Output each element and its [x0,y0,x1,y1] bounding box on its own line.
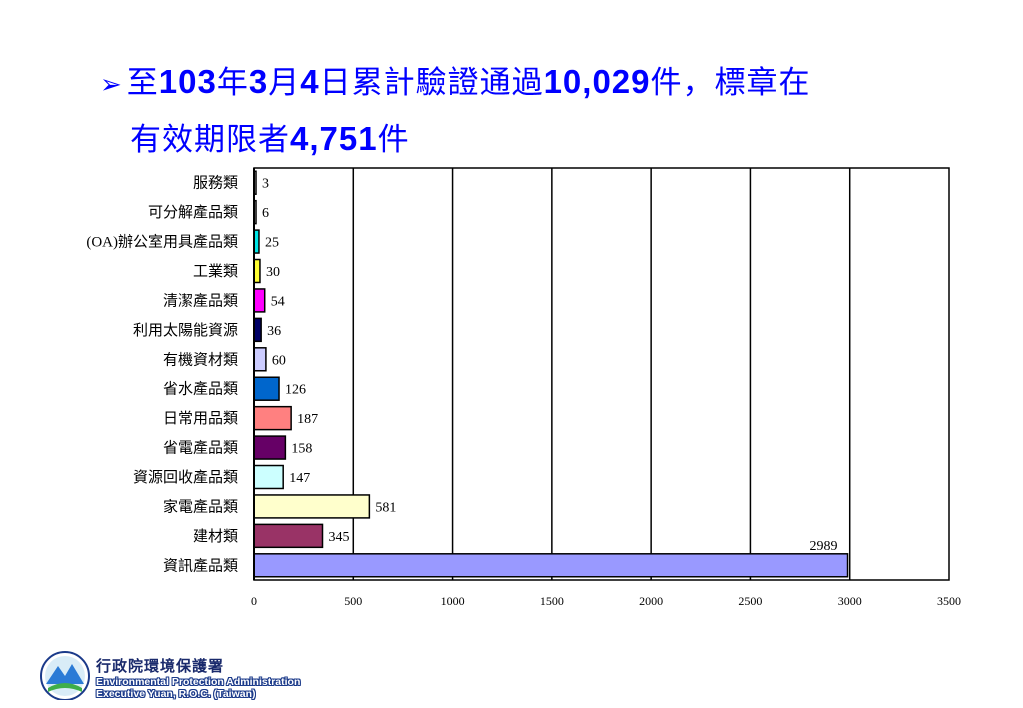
data-label: 30 [266,265,280,280]
category-label: 日常用品類 [163,410,238,427]
data-label: 581 [375,500,396,515]
x-tick-label: 3000 [838,594,862,608]
category-label: (OA)辦公室用具產品類 [86,234,238,251]
category-label: 省電產品類 [163,440,238,457]
headline-number-total: 10,029 [543,63,651,100]
x-tick-label: 2500 [738,594,762,608]
headline-number-month: 3 [248,63,269,100]
data-label: 54 [271,294,285,309]
category-label: 可分解產品類 [148,204,238,221]
bar [253,347,267,372]
headline-line-2: 有效期限者4,751件 [100,112,980,167]
bar [253,288,266,313]
x-tick-label: 500 [344,594,362,608]
bar [253,523,324,549]
headline-number-day: 4 [300,63,320,100]
headline-text-1: 至 [126,65,159,101]
bar [253,464,284,490]
data-label: 60 [272,353,286,368]
category-label: 利用太陽能資源 [133,322,238,339]
category-label: 服務類 [193,175,238,192]
headline-text-2: 年 [216,65,249,101]
x-tick-label: 2000 [639,594,663,608]
bar-chart: 3 服務類 6 可分解產品類 25 (OA)辦公室用具產品類 30 工業類 54 清潔產品類 36 利… [86,167,961,608]
x-tick-label: 1500 [540,594,564,608]
data-label: 345 [329,530,350,545]
x-tick-label: 0 [251,594,257,608]
x-tick-label: 1000 [441,594,465,608]
data-label: 158 [291,442,312,457]
headline-text-3: 月 [268,65,301,101]
agency-name-zh: 行政院環境保護署 [96,657,225,675]
data-label: 25 [265,236,279,251]
headline-number-year: 103 [158,63,217,100]
bar [253,553,849,578]
data-label: 126 [285,383,306,398]
bar [253,405,292,431]
category-label: 家電產品類 [163,498,238,515]
headline: ➢ 至103年3月4日累計驗證通過10,029件，標章在 有效期限者4,751件 [100,55,980,167]
headline-text-5: 件，標章在 [650,65,811,101]
data-label: 36 [267,324,281,339]
data-label: 3 [262,177,269,192]
bar [253,317,262,343]
data-label: 6 [262,206,269,221]
headline-text-6: 有效期限者 [130,122,290,158]
category-label: 清潔產品類 [163,292,238,309]
x-tick-label: 3500 [937,594,961,608]
arrow-bullet-icon: ➢ [100,70,123,100]
data-label: 187 [297,412,318,427]
headline-number-valid: 4,751 [290,120,378,157]
headline-text-4: 日累計驗證通過 [319,65,544,101]
category-label: 省水產品類 [163,381,238,398]
bar [253,435,287,460]
category-label: 工業類 [193,263,238,280]
category-label: 資源回收產品類 [133,469,238,486]
category-label: 有機資材類 [163,351,238,368]
data-label: 2989 [810,539,838,554]
category-label: 建材類 [193,528,238,545]
category-label: 資訊產品類 [163,557,238,574]
data-label: 147 [289,471,310,486]
epa-logo-icon [40,651,90,700]
agency-name-en-2: Executive Yuan, R.O.C. (Taiwan) [96,688,256,700]
bar [253,376,280,401]
agency-name-en-1: Environmental Protection Administration [96,676,301,688]
headline-text-7: 件 [377,122,410,158]
agency-logo-text: 行政院環境保護署 Environmental Protection Admini… [96,655,300,700]
bar [253,494,371,519]
